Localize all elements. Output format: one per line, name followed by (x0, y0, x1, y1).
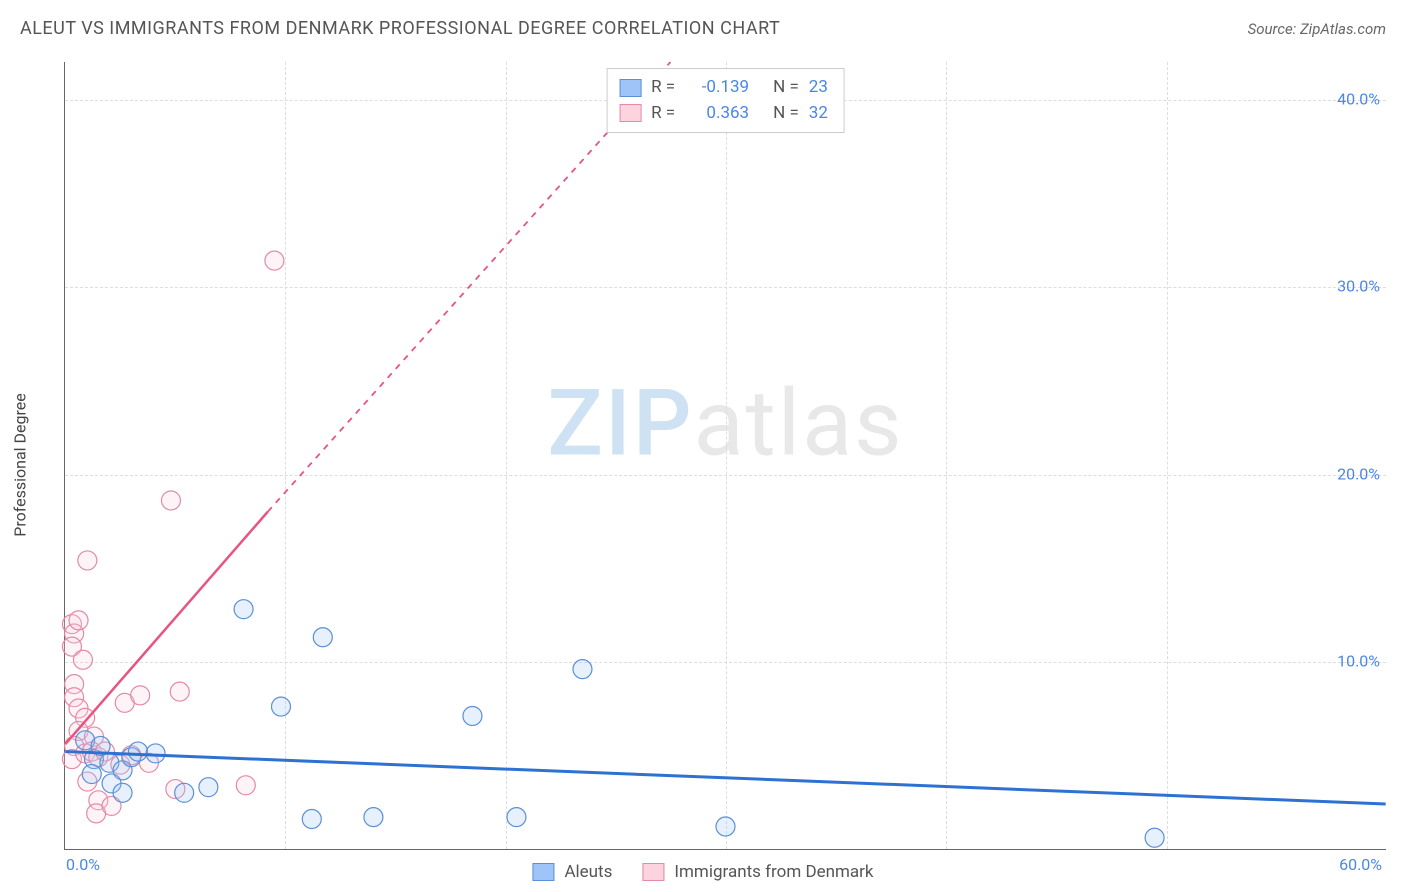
data-point (161, 491, 180, 510)
data-point (463, 706, 482, 725)
data-point (82, 765, 101, 784)
r-value: -0.139 (685, 75, 749, 101)
legend-row: R = -0.139 N = 23 (619, 75, 828, 101)
legend-swatch (532, 863, 554, 881)
data-point (69, 611, 88, 630)
legend-row: R = 0.363 N = 32 (619, 101, 828, 127)
data-point (1145, 828, 1164, 847)
y-tick-label: 10.0% (1337, 652, 1380, 671)
data-point (199, 778, 218, 797)
data-point (131, 686, 150, 705)
data-point (364, 808, 383, 827)
r-label: R = (651, 101, 675, 127)
y-tick-label: 40.0% (1337, 89, 1380, 108)
legend-label: Aleuts (564, 862, 612, 882)
r-value: 0.363 (685, 101, 749, 127)
r-label: R = (651, 75, 675, 101)
chart-title: ALEUT VS IMMIGRANTS FROM DENMARK PROFESS… (20, 18, 780, 39)
legend-swatch (642, 863, 664, 881)
n-value: 32 (809, 101, 828, 127)
y-tick-label: 30.0% (1337, 277, 1380, 296)
plot-svg (65, 62, 1386, 849)
y-axis-label: Professional Degree (11, 393, 30, 536)
source-name: ZipAtlas.com (1300, 20, 1386, 38)
trend-line (65, 752, 1385, 804)
data-point (573, 660, 592, 679)
correlation-legend: R = -0.139 N = 23 R = 0.363 N = 32 (606, 68, 845, 133)
series-legend: Aleuts Immigrants from Denmark (532, 862, 873, 882)
n-label: N = (773, 75, 799, 101)
legend-item: Immigrants from Denmark (642, 862, 873, 882)
data-point (113, 783, 132, 802)
data-point (175, 783, 194, 802)
y-tick-label: 20.0% (1337, 464, 1380, 483)
chart-source: Source: ZipAtlas.com (1248, 20, 1386, 38)
plot-region: ZIPatlas R =-0.139N =23R =0.363N =32 10.… (64, 62, 1386, 850)
data-point (313, 628, 332, 647)
n-value: 23 (809, 75, 828, 101)
x-tick-min: 0.0% (66, 855, 100, 874)
data-point (73, 650, 92, 669)
data-point (716, 817, 735, 836)
data-point (128, 742, 147, 761)
data-point (507, 808, 526, 827)
source-prefix: Source: (1248, 20, 1300, 38)
chart-header: ALEUT VS IMMIGRANTS FROM DENMARK PROFESS… (20, 18, 1386, 39)
data-point (272, 697, 291, 716)
chart-area: Professional Degree ZIPatlas R =-0.139N … (20, 48, 1386, 882)
n-label: N = (773, 101, 799, 127)
legend-label: Immigrants from Denmark (674, 862, 873, 882)
data-point (170, 682, 189, 701)
data-point (78, 551, 97, 570)
legend-swatch (619, 79, 641, 97)
trend-line (65, 512, 267, 744)
data-point (265, 251, 284, 270)
data-point (236, 776, 255, 795)
data-point (234, 600, 253, 619)
legend-swatch (619, 104, 641, 122)
data-point (302, 810, 321, 829)
x-tick-max: 60.0% (1339, 855, 1382, 874)
legend-item: Aleuts (532, 862, 612, 882)
